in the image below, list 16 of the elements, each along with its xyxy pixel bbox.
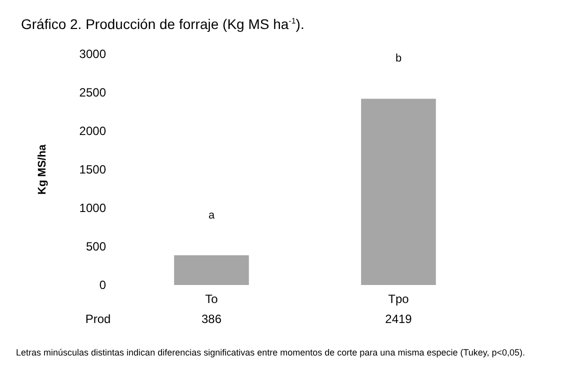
text: Letras minúsculas distintas indican diferencias significativas entre momentos de corte para una misma especie (Tukey, p<0,05). <box>16 348 525 358</box>
data-label: 2419 <box>385 312 412 326</box>
data-label: 386 <box>201 312 222 326</box>
x-tick-label: To <box>205 292 218 306</box>
y-tick-label: 3000 <box>79 47 106 61</box>
y-tick-label: 0 <box>99 278 106 292</box>
annotation: b <box>395 52 402 65</box>
text: Prod <box>85 312 111 326</box>
y-tick-label: 500 <box>86 240 106 254</box>
y-tick-label: 1500 <box>79 162 106 176</box>
y-tick-label: 2000 <box>79 124 106 138</box>
annotation: a <box>208 209 216 222</box>
x-tick-label: Tpo <box>388 292 410 306</box>
y-tick-label: 2500 <box>79 86 106 100</box>
y-axis-title: Kg MS/ha <box>36 144 48 195</box>
y-tick-label: 1000 <box>79 201 106 215</box>
